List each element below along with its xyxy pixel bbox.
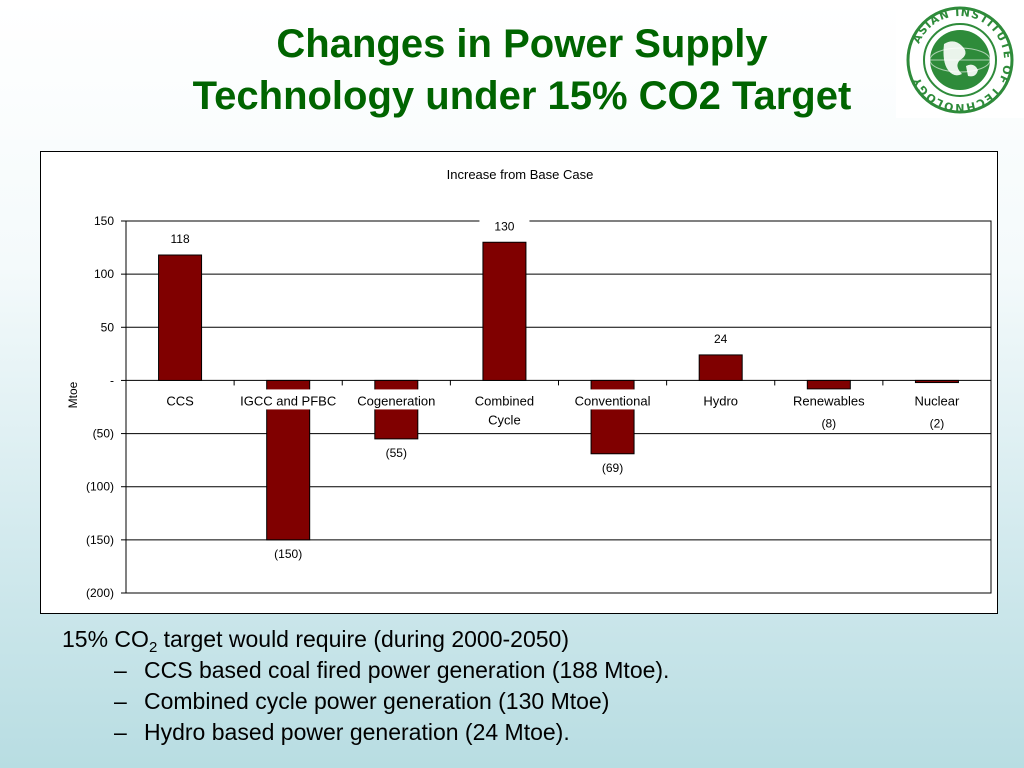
x-category-label-text: Nuclear <box>915 393 960 408</box>
x-category-label: Hydro <box>673 389 768 410</box>
bullet-dash: – <box>114 688 127 714</box>
x-category-label: Cogeneration <box>349 389 444 410</box>
bullet-list: 15% CO2 target would require (during 200… <box>60 624 1000 748</box>
x-category-label-background <box>781 389 876 410</box>
x-category-label: CCS <box>133 389 228 410</box>
bar <box>482 241 527 381</box>
x-category-label-text: Conventional <box>575 393 651 408</box>
chart-title: Increase from Base Case <box>447 167 594 182</box>
title-line-1: Changes in Power Supply <box>276 22 768 66</box>
data-labels: 118 (150) (55) 130 (69) 24 (8) (2) <box>155 217 962 563</box>
bullet-main-suffix: target would require (during 2000-2050) <box>157 626 569 652</box>
bar <box>806 379 851 390</box>
x-category-label-text: Combined <box>475 393 534 408</box>
data-label-background <box>587 458 638 477</box>
data-label: 24 <box>714 332 728 346</box>
bullet-dash: – <box>114 719 127 745</box>
y-tick-label: - <box>110 373 114 387</box>
data-label-background <box>155 230 206 249</box>
globe-emblem-icon: ASIAN INSTITUTE OF TECHNOLOGY <box>906 6 1014 114</box>
bullet-main-prefix: 15% CO <box>62 626 149 652</box>
data-label: (69) <box>602 461 623 475</box>
data-label-background <box>695 329 746 348</box>
data-label: 118 <box>170 232 189 246</box>
data-label: 130 <box>494 219 514 233</box>
x-category-label-background <box>565 389 660 410</box>
x-category-label: Renewables <box>781 389 876 410</box>
x-category-label: Conventional <box>565 389 660 410</box>
x-category-label-text: Hydro <box>703 393 738 408</box>
bar <box>158 254 203 381</box>
y-tick-label: 100 <box>94 267 114 281</box>
y-tick-label: 150 <box>94 214 114 228</box>
y-tick-label: 50 <box>101 320 115 334</box>
data-label: (2) <box>930 416 945 430</box>
x-category-label-text: Cogeneration <box>357 393 435 408</box>
bullet-item: – Combined cycle power generation (130 Mt… <box>60 686 1000 717</box>
axes: 150 100 50 - (50) (100) (150) (200) CCS IGCC and … <box>86 214 984 600</box>
x-category-label-text: IGCC and PFBC <box>240 393 336 408</box>
data-label: (150) <box>274 547 302 561</box>
bullet-item-text: Combined cycle power generation (130 Mto… <box>144 688 610 714</box>
plot-area-border <box>125 220 992 594</box>
y-axis-label: Mtoe <box>66 381 80 408</box>
ait-logo: ASIAN INSTITUTE OF TECHNOLOGY <box>896 0 1024 118</box>
data-label-background <box>371 443 422 462</box>
y-tick-label: (200) <box>86 586 114 600</box>
bullet-item-text: Hydro based power generation (24 Mtoe). <box>144 719 570 745</box>
bar-chart: Increase from Base Case Mtoe 150 100 50 - (5… <box>66 167 992 600</box>
y-tick-label: (50) <box>93 427 114 441</box>
x-category-label: Combined Cycle <box>457 389 552 427</box>
x-category-label-text: CCS <box>166 393 194 408</box>
bar <box>374 379 419 440</box>
y-tick-label: (150) <box>86 533 114 547</box>
bullet-item-text: CCS based coal fired power generation (1… <box>144 657 670 683</box>
x-category-label-text: Cycle <box>488 412 521 427</box>
data-label-background <box>803 414 854 433</box>
slide-title: Changes in Power Supply Technology under… <box>0 18 1024 122</box>
data-label-background <box>911 414 962 433</box>
x-category-label-background <box>133 389 228 410</box>
data-label: (55) <box>386 446 407 460</box>
x-category-label-background <box>457 389 552 426</box>
data-label: (8) <box>821 416 836 430</box>
chart-panel: Increase from Base Case Mtoe 150 100 50 - (5… <box>40 151 998 614</box>
bullet-main-subscript: 2 <box>148 639 158 656</box>
bullet-item: – CCS based coal fired power generation (… <box>60 655 1000 686</box>
bullet-dash: – <box>114 657 127 683</box>
bullet-item: – Hydro based power generation (24 Mtoe). <box>60 717 1000 748</box>
x-category-label: IGCC and PFBC <box>240 389 336 410</box>
x-category-label-background <box>673 389 768 410</box>
x-category-label-background <box>889 389 984 410</box>
bar <box>698 354 743 381</box>
x-category-label-background <box>349 389 444 410</box>
bar <box>914 379 959 384</box>
x-category-label: Nuclear <box>889 389 984 410</box>
title-line-2: Technology under 15% CO2 Target <box>192 74 852 118</box>
data-label-background <box>263 544 314 563</box>
bullet-main: 15% CO2 target would require (during 200… <box>60 624 1000 655</box>
x-category-label-text: Renewables <box>793 393 865 408</box>
x-category-label-background <box>241 389 336 410</box>
data-label-background <box>479 217 530 236</box>
y-tick-label: (100) <box>86 480 114 494</box>
